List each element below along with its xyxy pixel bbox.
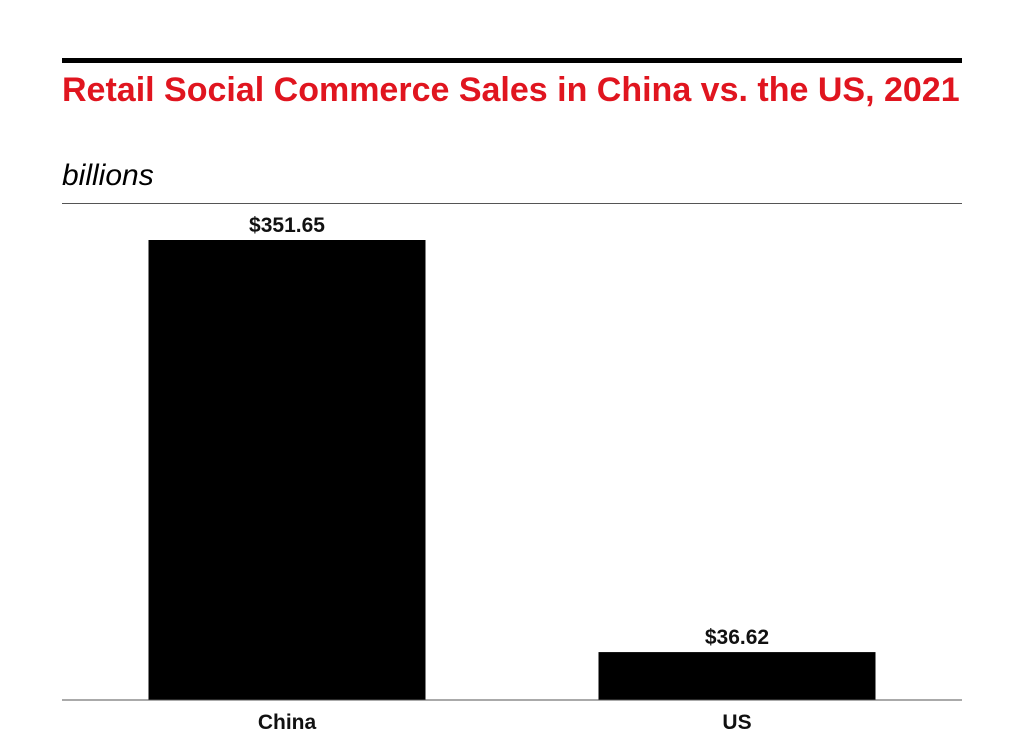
value-label-china: $351.65 (249, 214, 325, 237)
bars-group: $351.65 China $36.62 US (148, 214, 876, 734)
category-label-china: China (258, 711, 317, 734)
top-rule (62, 58, 962, 63)
chart-subtitle: billions (62, 159, 154, 192)
subtitle-rule (62, 203, 962, 204)
bar-us (598, 652, 876, 700)
category-label-us: US (722, 711, 751, 734)
value-label-us: $36.62 (705, 626, 769, 649)
bar-china (148, 240, 426, 700)
chart-title: Retail Social Commerce Sales in China vs… (62, 71, 960, 109)
